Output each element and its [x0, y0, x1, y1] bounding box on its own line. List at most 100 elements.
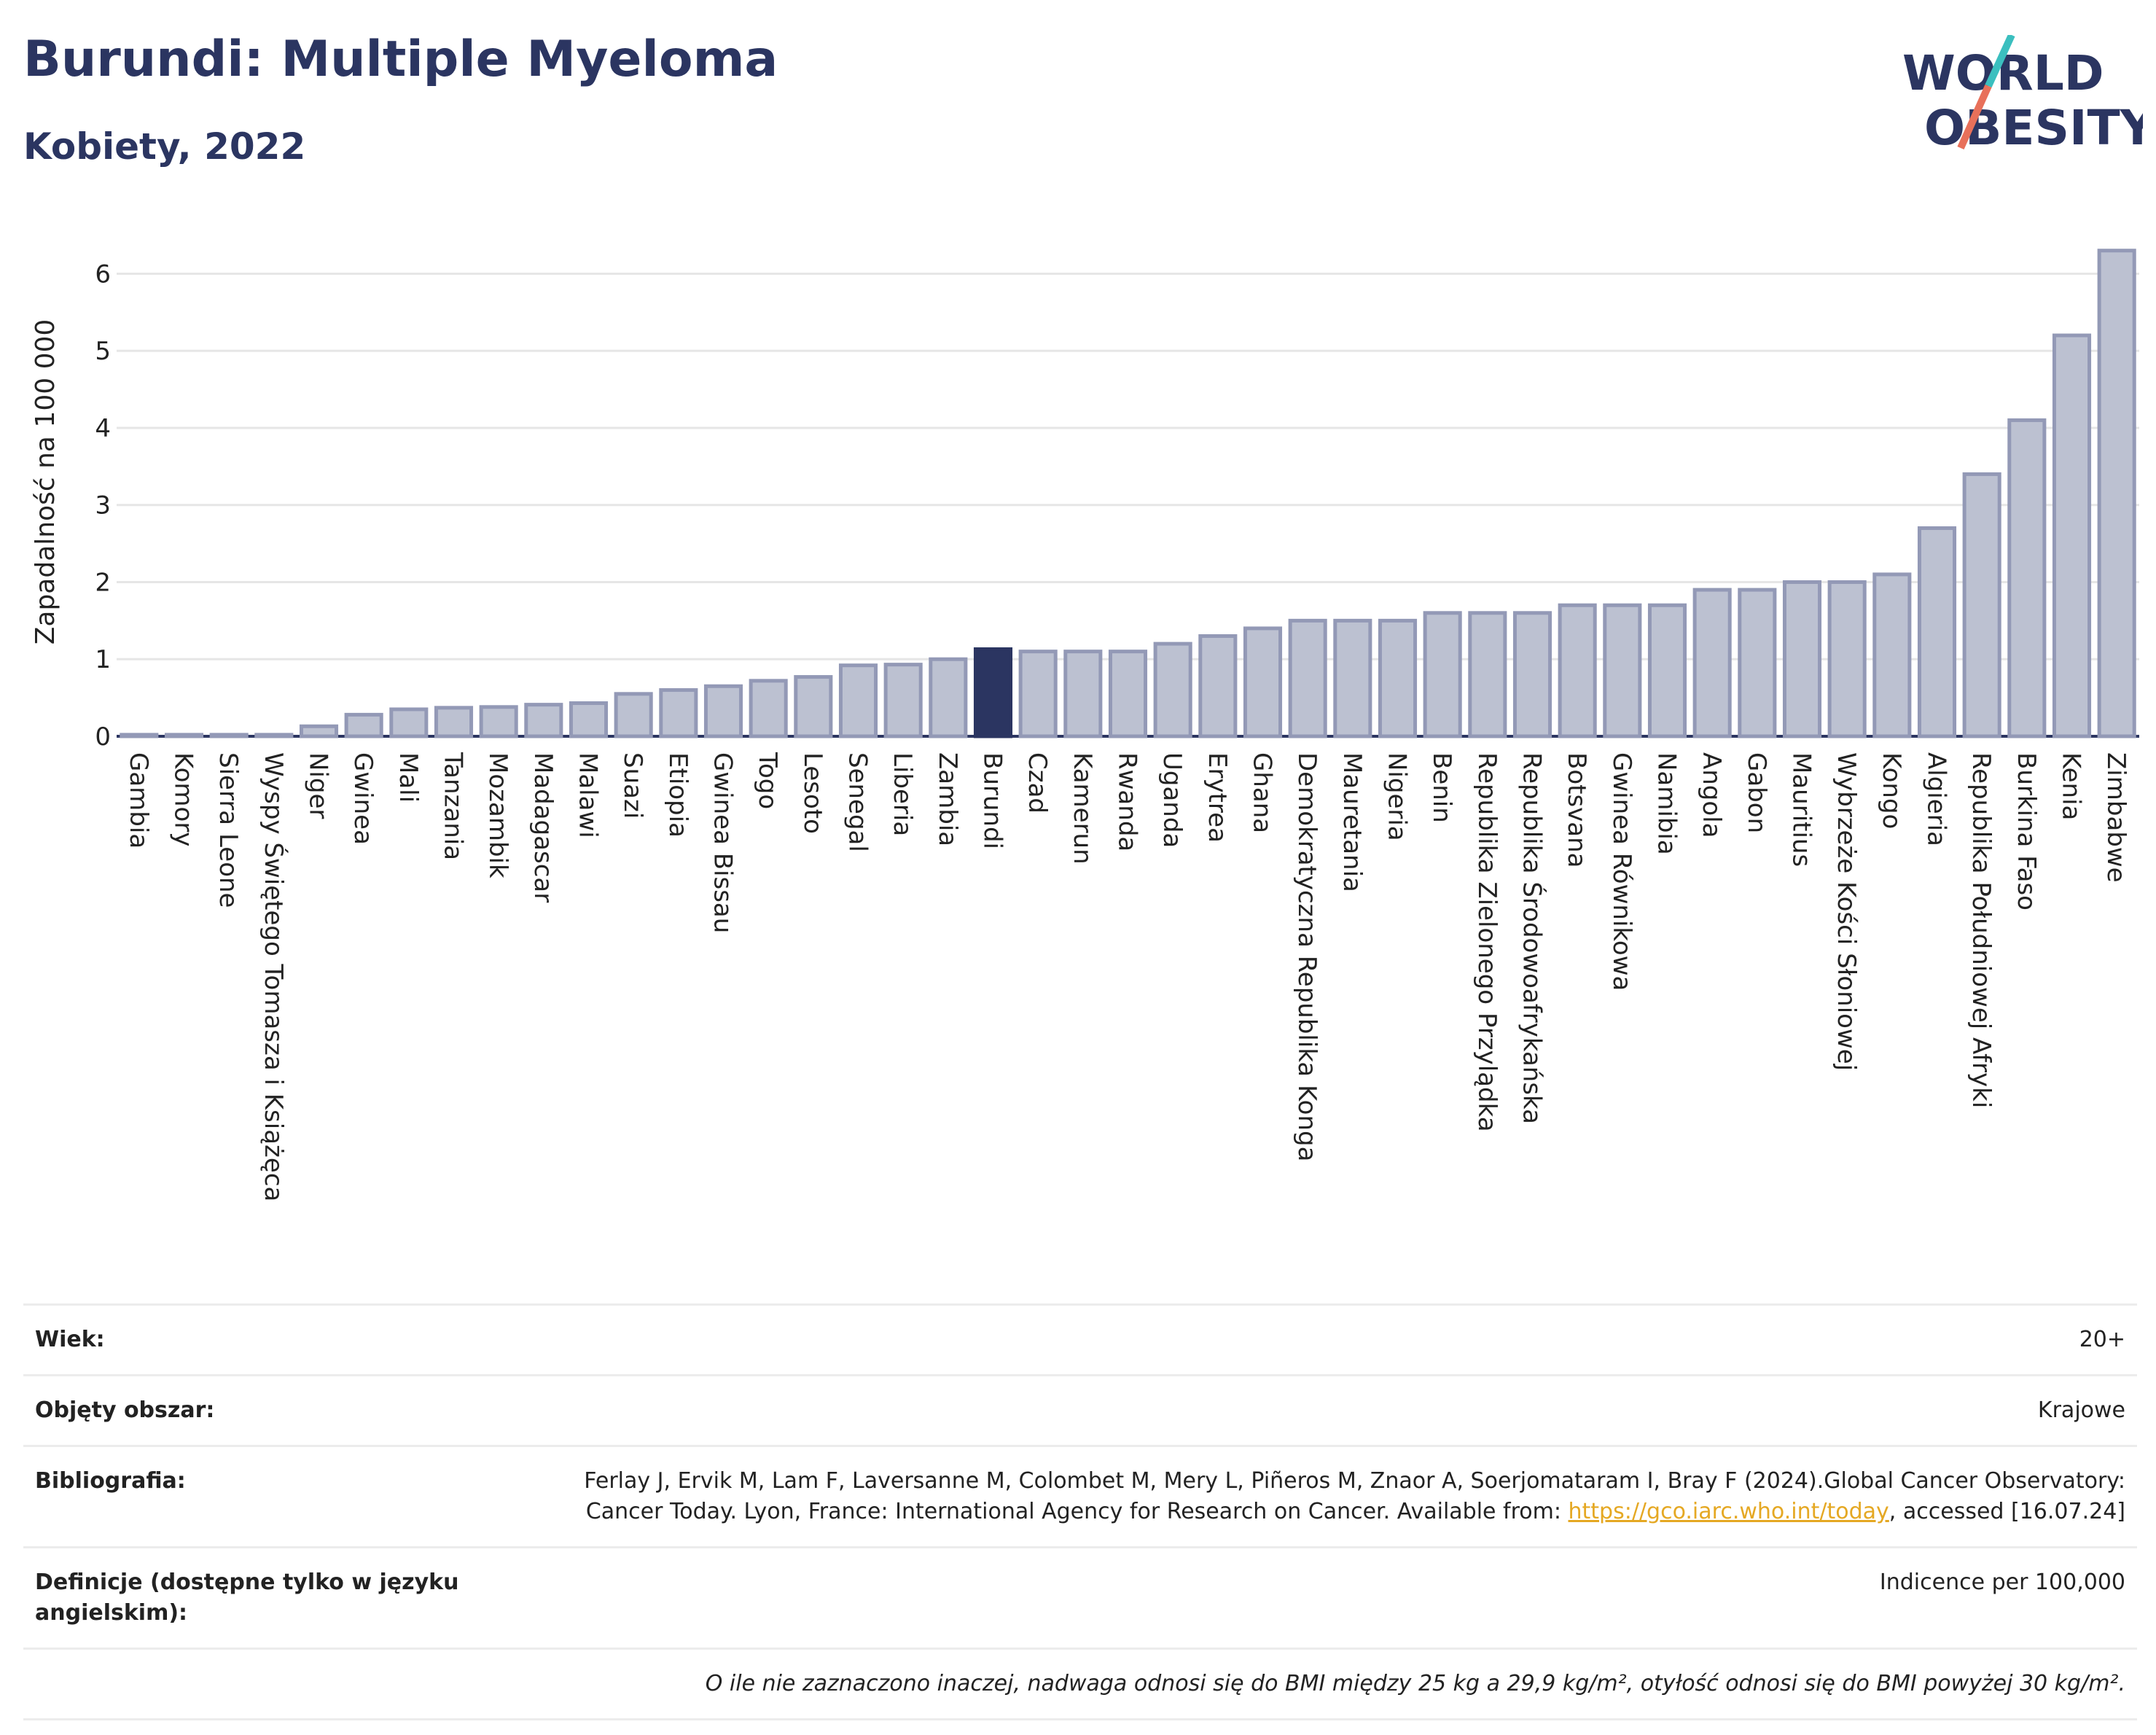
- bar-41: [1962, 472, 2001, 738]
- bar-43: [2052, 333, 2092, 738]
- category-label-12: Etiopia: [663, 752, 692, 838]
- bar-19: [973, 647, 1013, 738]
- bar-40: [1917, 526, 1957, 738]
- bar-13: [703, 684, 743, 738]
- bar-29: [1423, 611, 1462, 738]
- category-label-27: Mauretania: [1337, 752, 1367, 892]
- bar-39: [1872, 572, 1912, 738]
- bar-25: [1243, 626, 1283, 738]
- bibliography-text: Ferlay J, Ervik M, Lam F, Laversanne M, …: [584, 1468, 2125, 1524]
- bibliography-tail: , accessed [16.07.24]: [1889, 1499, 2125, 1524]
- bar-2: [209, 733, 249, 738]
- bar-10: [569, 701, 609, 738]
- category-label-34: Namibia: [1652, 752, 1682, 855]
- logo-slash-coral: [1957, 84, 1992, 150]
- bar-11: [614, 692, 653, 738]
- bar-18: [929, 657, 968, 738]
- y-tick-3: 3: [95, 491, 111, 520]
- bar-6: [389, 707, 429, 738]
- category-label-25: Ghana: [1248, 752, 1277, 833]
- category-label-3: Wyspy Świętego Tomasza i Książęca: [259, 752, 289, 1201]
- bar-23: [1153, 642, 1192, 738]
- category-label-37: Mauritius: [1787, 752, 1816, 867]
- y-tick-6: 6: [95, 260, 111, 289]
- bar-15: [794, 675, 833, 738]
- category-label-1: Komory: [169, 752, 198, 846]
- category-label-7: Tanzania: [439, 752, 468, 860]
- bar-9: [524, 703, 563, 738]
- category-label-20: Czad: [1023, 752, 1052, 814]
- bar-44: [2097, 249, 2136, 738]
- metadata-table: Wiek: 20+ Objęty obszar: Krajowe Bibliog…: [23, 1303, 2137, 1720]
- bar-20: [1018, 650, 1058, 738]
- world-obesity-logo: WORLD OBESITY: [1902, 35, 2143, 156]
- category-label-21: Kamerun: [1068, 752, 1097, 865]
- bar-37: [1782, 580, 1822, 738]
- category-label-17: Liberia: [888, 752, 917, 836]
- category-label-22: Rwanda: [1113, 752, 1142, 851]
- category-label-10: Malawi: [574, 752, 603, 838]
- bar-30: [1468, 611, 1507, 738]
- bar-32: [1558, 603, 1597, 738]
- logo-line2: OBESITY: [1924, 100, 2143, 156]
- category-label-2: Sierra Leone: [214, 752, 243, 908]
- category-label-30: Republika Zielonego Przylądka: [1472, 752, 1501, 1132]
- category-label-33: Gwinea Równikowa: [1607, 752, 1636, 991]
- bar-0: [120, 733, 159, 738]
- category-label-23: Uganda: [1157, 752, 1187, 848]
- category-label-24: Erytrea: [1203, 752, 1232, 843]
- category-label-41: Republika Południowej Afryki: [1966, 752, 1996, 1108]
- category-label-11: Suazi: [618, 752, 647, 819]
- bibliography-link[interactable]: https://gco.iarc.who.int/today: [1568, 1499, 1889, 1524]
- category-label-28: Nigeria: [1383, 752, 1412, 841]
- bibliography-value: Ferlay J, Ervik M, Lam F, Laversanne M, …: [558, 1466, 2125, 1527]
- bar-26: [1288, 618, 1327, 738]
- category-label-8: Mozambik: [483, 752, 512, 878]
- bar-7: [434, 706, 474, 738]
- meta-row-area: Objęty obszar: Krajowe: [23, 1374, 2137, 1445]
- bar-5: [344, 712, 383, 738]
- y-tick-1: 1: [95, 645, 111, 674]
- bar-38: [1827, 580, 1867, 738]
- category-label-31: Republika Środowoafrykańska: [1518, 752, 1547, 1124]
- bar-3: [254, 733, 294, 738]
- category-label-44: Zimbabwe: [2101, 752, 2130, 883]
- category-label-16: Senegal: [843, 752, 872, 852]
- page-subtitle: Kobiety, 2022: [23, 125, 306, 168]
- definitions-label: Definicje (dostępne tylko w języku angie…: [35, 1570, 459, 1626]
- bar-36: [1738, 588, 1777, 738]
- bmi-note: O ile nie zaznaczono inaczej, nadwaga od…: [705, 1671, 2125, 1696]
- meta-row-bibliography: Bibliografia: Ferlay J, Ervik M, Lam F, …: [23, 1445, 2137, 1546]
- category-label-43: Kenia: [2057, 752, 2086, 820]
- logo-slash-teal: [1985, 35, 2015, 88]
- category-labels: Gambia Komory Sierra Leone Wyspy Świętego T…: [124, 752, 2130, 1201]
- bar-chart: Gambia Komory Sierra Leone Wyspy Świętego T…: [31, 249, 2139, 1201]
- category-label-38: Wybrzeże Kości Słoniowej: [1832, 752, 1861, 1071]
- bar-8: [479, 705, 518, 738]
- bar-16: [838, 663, 878, 738]
- age-value: 20+: [2079, 1327, 2125, 1352]
- category-label-29: Benin: [1427, 752, 1456, 823]
- bars: [120, 249, 2136, 738]
- category-label-4: Niger: [304, 752, 333, 819]
- bar-27: [1333, 618, 1372, 738]
- bibliography-label: Bibliografia:: [35, 1468, 186, 1494]
- area-label: Objęty obszar:: [35, 1397, 215, 1423]
- meta-row-age: Wiek: 20+: [23, 1303, 2137, 1374]
- page-title: Burundi: Multiple Myeloma: [23, 31, 778, 88]
- bar-22: [1108, 650, 1148, 738]
- age-label: Wiek:: [35, 1327, 105, 1352]
- category-label-13: Gwinea Bissau: [708, 752, 738, 933]
- meta-row-definitions: Definicje (dostępne tylko w języku angie…: [23, 1546, 2137, 1648]
- category-label-9: Madagascar: [528, 752, 558, 902]
- y-axis-ticks: 0 1 2 3 4 5 6: [95, 260, 111, 752]
- category-label-18: Zambia: [933, 752, 962, 846]
- category-label-39: Kongo: [1877, 752, 1906, 829]
- category-label-14: Togo: [753, 752, 782, 809]
- category-label-36: Gabon: [1742, 752, 1771, 833]
- category-label-26: Demokratyczna Republika Konga: [1292, 752, 1321, 1161]
- category-label-5: Gwinea: [348, 752, 378, 845]
- category-label-6: Mali: [394, 752, 423, 803]
- category-label-40: Algieria: [1922, 752, 1951, 846]
- meta-row-note: O ile nie zaznaczono inaczej, nadwaga od…: [23, 1648, 2137, 1720]
